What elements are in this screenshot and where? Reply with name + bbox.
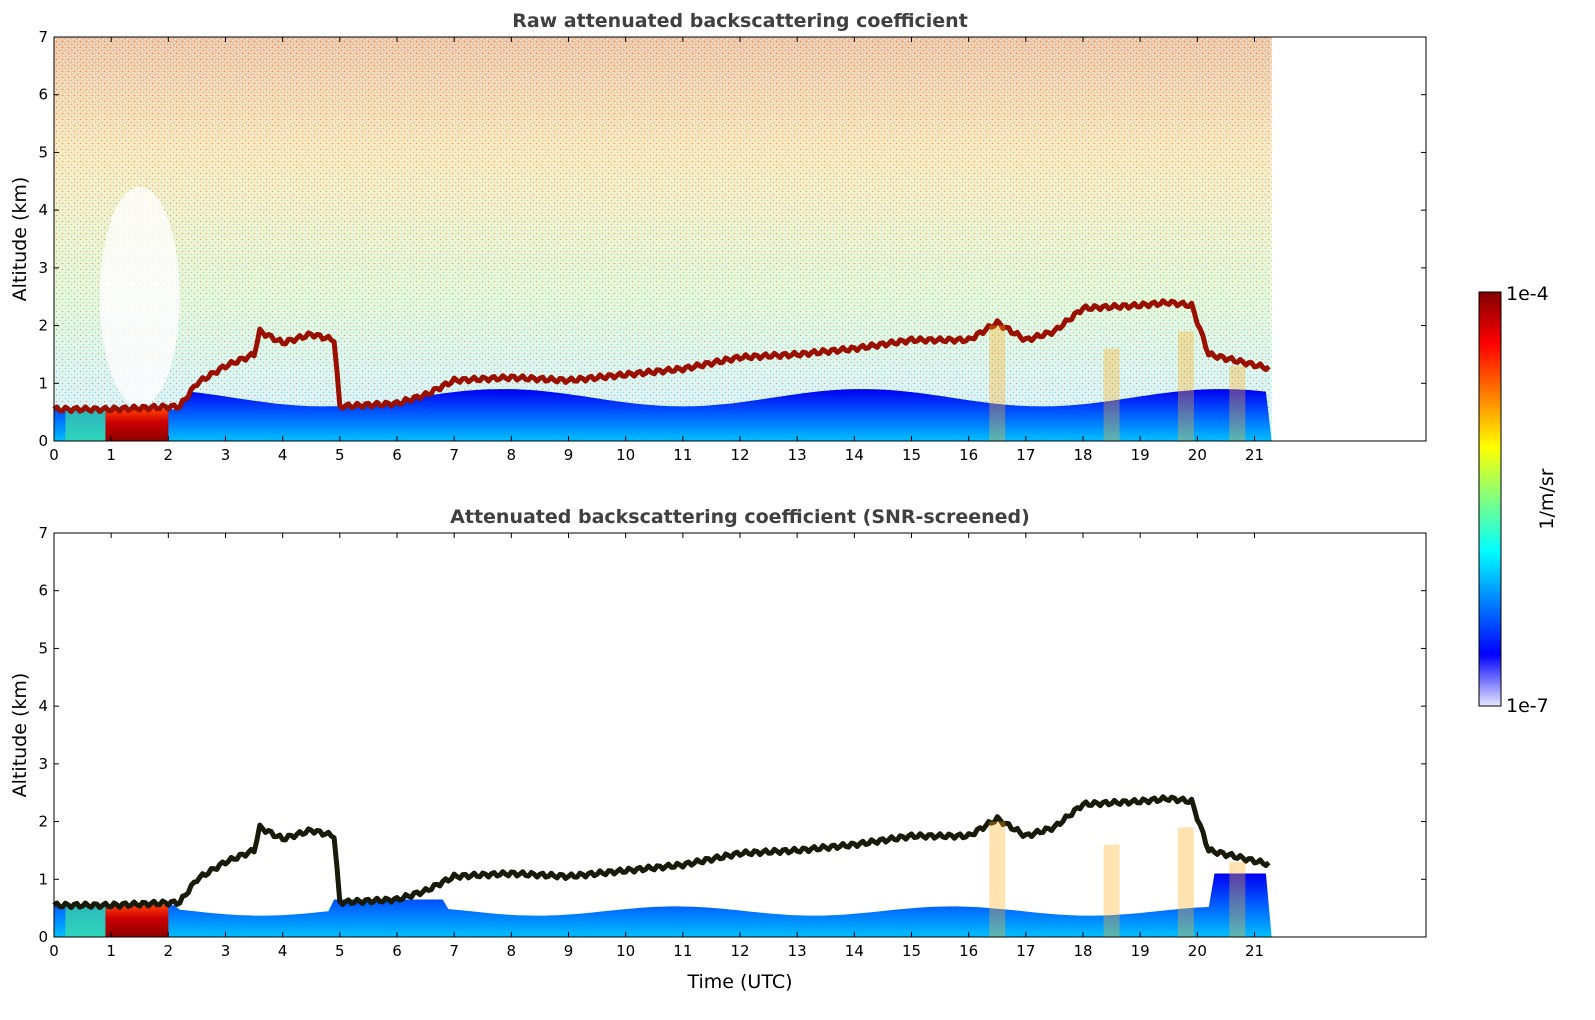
screened-heatmap-area xyxy=(52,794,1272,937)
y-tick-label: 3 xyxy=(38,755,48,773)
precip-streak xyxy=(1229,365,1246,441)
screened-cloud-base-line xyxy=(52,794,1271,911)
y-tick-label: 0 xyxy=(38,928,48,946)
y-tick-label: 6 xyxy=(38,582,48,600)
y-tick-label: 1 xyxy=(38,870,48,888)
raw-backscatter-panel: Raw attenuated backscattering coefficien… xyxy=(9,10,1427,464)
y-tick-label: 7 xyxy=(38,524,48,542)
x-tick-label: 17 xyxy=(1016,942,1035,960)
x-tick-label: 3 xyxy=(221,446,231,464)
x-tick-label: 15 xyxy=(902,942,921,960)
x-tick-label: 1 xyxy=(106,446,116,464)
precip-streak xyxy=(1229,861,1246,937)
x-tick-label: 10 xyxy=(616,446,635,464)
y-tick-label: 4 xyxy=(38,697,48,715)
precip-streak xyxy=(1103,844,1120,937)
x-tick-label: 19 xyxy=(1131,942,1150,960)
fog-edge xyxy=(65,409,106,441)
raw-panel-title: Raw attenuated backscattering coefficien… xyxy=(512,10,968,32)
fog-layer xyxy=(105,409,169,441)
y-tick-label: 1 xyxy=(38,374,48,392)
screened-y-ticks: 0 1 2 3 4 5 6 7 xyxy=(38,524,1426,946)
x-tick-label: 4 xyxy=(278,446,288,464)
colorbar-min-label: 1e-7 xyxy=(1506,695,1549,717)
precip-streak xyxy=(1177,331,1194,441)
colorbar: 1e-4 1e-7 1/m/sr xyxy=(1478,283,1558,717)
raw-noise-texture xyxy=(54,37,1272,441)
x-tick-label: 9 xyxy=(564,942,574,960)
colorbar-unit-label: 1/m/sr xyxy=(1536,468,1558,529)
raw-boundary-layer xyxy=(54,389,1272,441)
x-tick-label: 21 xyxy=(1245,942,1264,960)
x-tick-label: 0 xyxy=(49,942,59,960)
raw-y-ticks: 0 1 2 3 4 5 6 7 xyxy=(38,28,1426,450)
screened-backscatter-panel: Attenuated backscattering coefficient (S… xyxy=(9,506,1427,993)
screened-panel-title: Attenuated backscattering coefficient (S… xyxy=(450,506,1030,528)
y-tick-label: 5 xyxy=(38,639,48,657)
fog-edge xyxy=(65,905,106,937)
screened-x-ticks: 0 1 2 3 4 5 6 7 8 9 10 11 12 13 14 15 16 17 18 19 20 21 xyxy=(49,533,1264,960)
x-tick-label: 2 xyxy=(164,446,174,464)
x-tick-label: 12 xyxy=(730,446,749,464)
raw-clear-region xyxy=(99,186,180,407)
precip-streak xyxy=(1177,827,1194,937)
x-tick-label: 13 xyxy=(788,446,807,464)
x-tick-label: 18 xyxy=(1073,942,1092,960)
raw-heatmap-area xyxy=(52,37,1272,441)
screened-boundary-layer xyxy=(54,873,1272,937)
x-tick-label: 11 xyxy=(673,942,692,960)
x-tick-label: 15 xyxy=(902,446,921,464)
x-tick-label: 5 xyxy=(335,446,345,464)
x-tick-label: 6 xyxy=(392,446,402,464)
colorbar-gradient xyxy=(1478,291,1502,707)
y-tick-label: 0 xyxy=(38,432,48,450)
x-tick-label: 17 xyxy=(1016,446,1035,464)
precip-streak xyxy=(989,821,1006,937)
screened-y-axis-label: Altitude (km) xyxy=(9,673,31,798)
x-tick-label: 6 xyxy=(392,942,402,960)
x-axis-label: Time (UTC) xyxy=(686,971,792,993)
x-tick-label: 4 xyxy=(278,942,288,960)
x-tick-label: 3 xyxy=(221,942,231,960)
x-tick-label: 13 xyxy=(788,942,807,960)
x-tick-label: 7 xyxy=(449,942,459,960)
x-tick-label: 16 xyxy=(959,446,978,464)
y-tick-label: 7 xyxy=(38,28,48,46)
y-tick-label: 5 xyxy=(38,143,48,161)
x-tick-label: 2 xyxy=(164,942,174,960)
x-tick-label: 16 xyxy=(959,942,978,960)
raw-x-ticks: 0 1 2 3 4 5 6 7 8 9 10 11 12 13 14 15 16 17 18 19 20 21 xyxy=(49,37,1264,464)
x-tick-label: 8 xyxy=(507,942,517,960)
x-tick-label: 7 xyxy=(449,446,459,464)
x-tick-label: 21 xyxy=(1245,446,1264,464)
y-tick-label: 2 xyxy=(38,317,48,335)
x-tick-label: 8 xyxy=(507,446,517,464)
y-tick-label: 6 xyxy=(38,86,48,104)
x-tick-label: 19 xyxy=(1131,446,1150,464)
fog-layer xyxy=(105,905,169,937)
raw-y-axis-label: Altitude (km) xyxy=(9,177,31,302)
x-tick-label: 9 xyxy=(564,446,574,464)
y-tick-label: 3 xyxy=(38,259,48,277)
raw-cloud-base-line xyxy=(52,298,1271,415)
colorbar-max-label: 1e-4 xyxy=(1506,283,1549,305)
x-tick-label: 18 xyxy=(1073,446,1092,464)
x-tick-label: 14 xyxy=(845,446,864,464)
x-tick-label: 1 xyxy=(106,942,116,960)
y-tick-label: 4 xyxy=(38,201,48,219)
x-tick-label: 11 xyxy=(673,446,692,464)
x-tick-label: 10 xyxy=(616,942,635,960)
x-tick-label: 5 xyxy=(335,942,345,960)
x-tick-label: 20 xyxy=(1188,446,1207,464)
precip-streak xyxy=(989,325,1006,441)
x-tick-label: 0 xyxy=(49,446,59,464)
x-tick-label: 12 xyxy=(730,942,749,960)
x-tick-label: 14 xyxy=(845,942,864,960)
y-tick-label: 2 xyxy=(38,813,48,831)
x-tick-label: 20 xyxy=(1188,942,1207,960)
precip-streak xyxy=(1103,348,1120,441)
